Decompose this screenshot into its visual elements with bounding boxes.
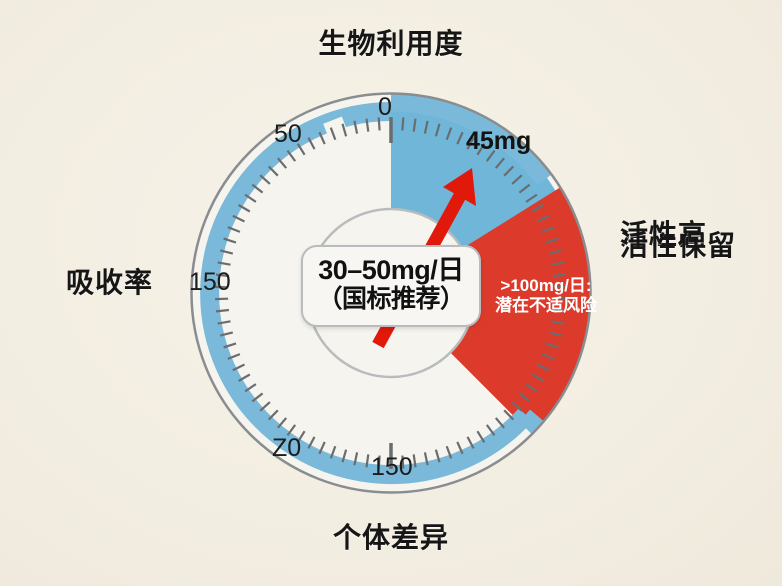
ring-band-blue-arc xyxy=(200,102,533,484)
tick-label-0: 0 xyxy=(378,93,392,121)
sector-risk-full xyxy=(391,187,591,435)
ring-band-group xyxy=(200,102,533,484)
risk-warning-line2: 潜在不适风险 xyxy=(495,296,597,316)
axis-label-left: 吸收率 xyxy=(66,267,154,298)
axis-label-bottom: 个体差异 xyxy=(332,522,449,553)
tick-marks xyxy=(215,117,567,469)
axis-label-top: 生物利用度 xyxy=(318,28,464,59)
axis-label-right: 活性高 活性保留 xyxy=(620,220,737,262)
ring-notch xyxy=(323,116,347,137)
risk-warning-text: >100mg/日: 潜在不适风险 xyxy=(484,276,608,317)
center-callout-line1: 30–50mg/日 xyxy=(318,255,464,285)
dial-outer-outline xyxy=(190,92,592,494)
axis-label-right-line2: 活性保留 xyxy=(620,230,737,262)
risk-warning-line1: >100mg/日: xyxy=(500,276,592,295)
tick-label-20-bottom: Z0 xyxy=(272,434,302,462)
tick-label-150-bottom: 150 xyxy=(371,453,413,481)
tick-label-50: 50 xyxy=(274,120,302,148)
center-callout-line2: （国标推荐） xyxy=(317,285,465,314)
tick-label-150-left: 150 xyxy=(189,268,231,296)
center-callout: 30–50mg/日 （国标推荐） xyxy=(301,245,481,327)
needle-reading-label: 45mg xyxy=(466,127,532,155)
